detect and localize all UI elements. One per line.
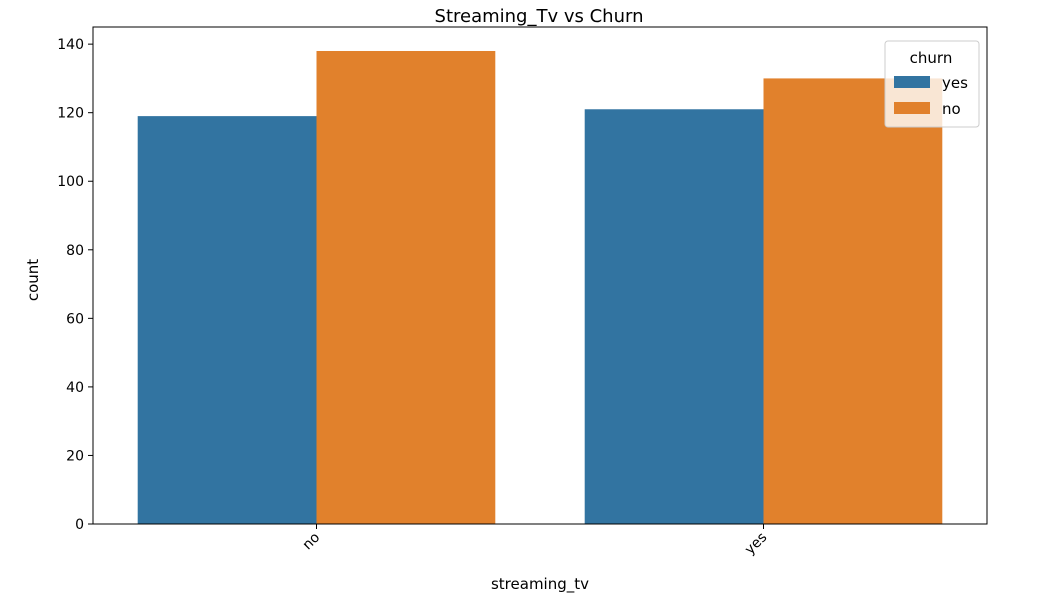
y-tick-label: 80 bbox=[66, 243, 84, 259]
bar-yes-yes bbox=[584, 109, 764, 524]
legend: churn yes no bbox=[884, 40, 980, 128]
x-tick-label-no: no bbox=[300, 530, 324, 554]
y-tick-label: 120 bbox=[57, 106, 84, 122]
plot-frame bbox=[92, 26, 988, 525]
y-tick-label: 100 bbox=[57, 174, 84, 190]
legend-swatch-yes bbox=[894, 76, 930, 88]
y-tick-label: 20 bbox=[66, 448, 84, 464]
chart-title: Streaming_Tv vs Churn bbox=[435, 6, 644, 27]
y-tick-label: 40 bbox=[66, 380, 84, 396]
y-axis-label: count bbox=[24, 259, 42, 301]
legend-swatch-no bbox=[894, 102, 930, 114]
y-tick-label: 60 bbox=[66, 311, 84, 327]
y-axis: 0 20 40 60 80 100 120 140 bbox=[57, 37, 93, 533]
bar-no-yes bbox=[763, 78, 943, 525]
bar-yes-no bbox=[137, 116, 317, 524]
y-tick-label: 140 bbox=[57, 37, 84, 53]
legend-label-yes: yes bbox=[942, 74, 968, 92]
legend-label-no: no bbox=[942, 100, 961, 118]
x-axis-label: streaming_tv bbox=[491, 575, 589, 594]
x-tick-label-yes: yes bbox=[742, 530, 770, 558]
legend-title: churn bbox=[910, 49, 953, 67]
bar-no-no bbox=[316, 50, 496, 524]
y-tick-label: 0 bbox=[75, 517, 84, 533]
bars-group bbox=[137, 50, 943, 525]
x-axis: no yes bbox=[300, 524, 770, 558]
